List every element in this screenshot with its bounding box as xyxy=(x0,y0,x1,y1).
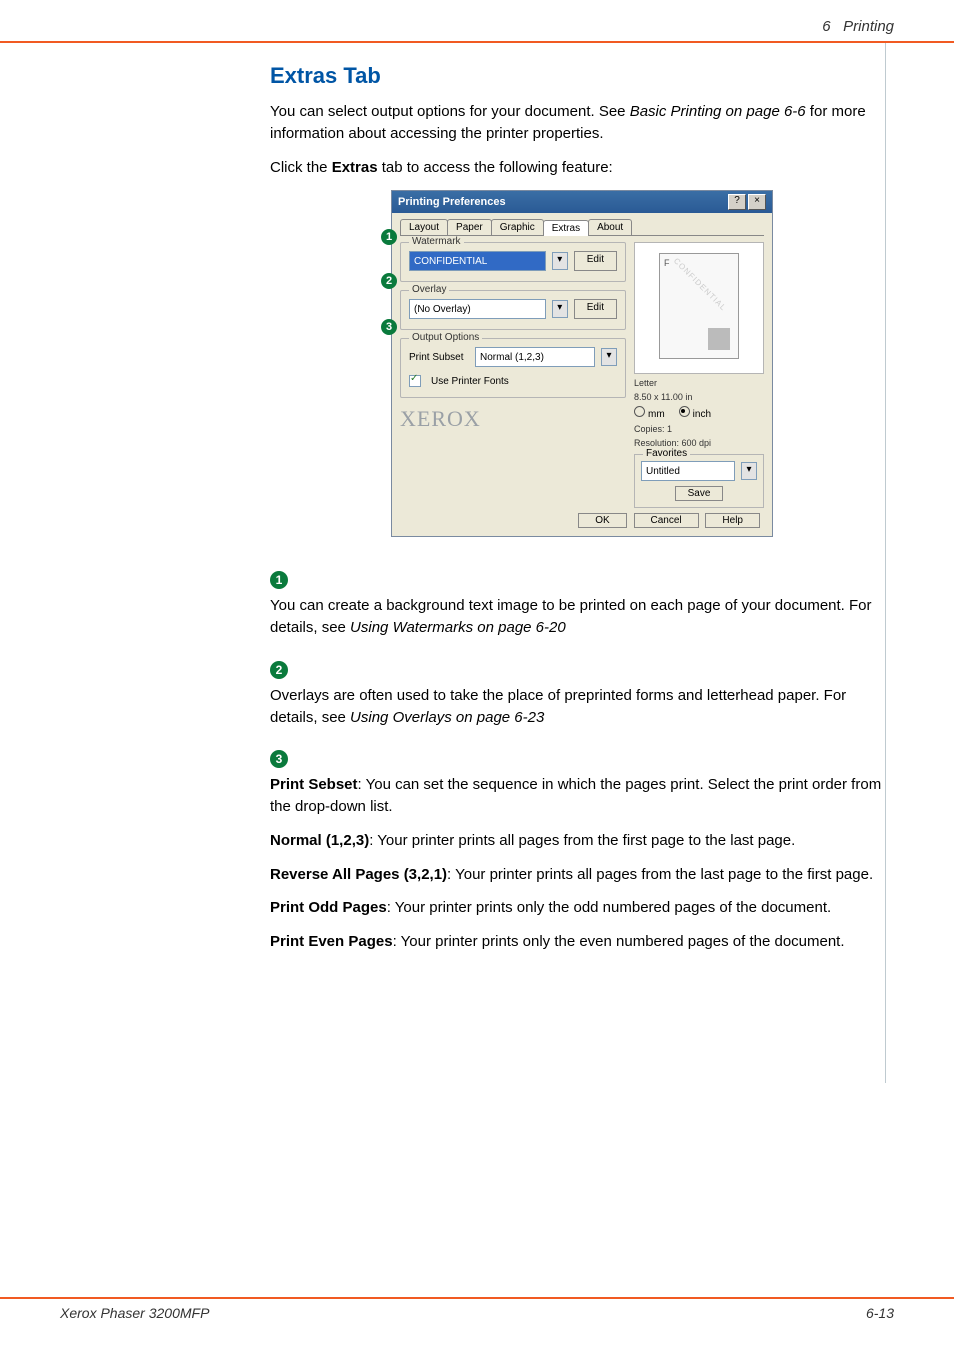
page-header: 6 Printing xyxy=(0,0,954,43)
unit-inch-radio[interactable] xyxy=(679,406,690,417)
section-heading: Extras Tab xyxy=(270,63,894,89)
chapter-title: Printing xyxy=(843,18,894,35)
resolution-info: Resolution: 600 dpi xyxy=(634,438,764,448)
chevron-down-icon[interactable]: ▾ xyxy=(741,462,757,480)
paper-name: Letter xyxy=(634,378,764,388)
sec3-p3: Reverse All Pages (3,2,1): Your printer … xyxy=(270,864,894,886)
watermark-edit-button[interactable]: Edit xyxy=(574,251,617,271)
sec3-p4: Print Odd Pages: Your printer prints onl… xyxy=(270,897,894,919)
click-pre: Click the xyxy=(270,159,332,176)
overlay-value: (No Overlay) xyxy=(414,304,471,315)
overlay-label: Overlay xyxy=(409,284,449,295)
sec3-p5-bold: Print Even Pages xyxy=(270,933,393,950)
ok-button[interactable]: OK xyxy=(578,513,626,528)
chevron-down-icon[interactable]: ▾ xyxy=(601,348,617,366)
sec3-p5: Print Even Pages: Your printer prints on… xyxy=(270,931,894,953)
section-badge-2: 2 xyxy=(270,661,288,679)
watermark-label: Watermark xyxy=(409,236,464,247)
dialog-title: Printing Preferences xyxy=(398,196,726,208)
chevron-down-icon[interactable]: ▾ xyxy=(552,252,568,270)
section-badge-1: 1 xyxy=(270,571,288,589)
sec2-link: Using Overlays on page 6-23 xyxy=(350,709,544,726)
watermark-value: CONFIDENTIAL xyxy=(414,256,487,267)
click-line: Click the Extras tab to access the follo… xyxy=(270,157,894,179)
chevron-down-icon[interactable]: ▾ xyxy=(552,300,568,318)
overlay-select[interactable]: (No Overlay) xyxy=(409,299,546,319)
favorites-save-button[interactable]: Save xyxy=(675,486,724,501)
help-button[interactable]: Help xyxy=(705,513,760,528)
tab-extras[interactable]: Extras xyxy=(543,220,589,236)
tab-paper[interactable]: Paper xyxy=(447,219,492,235)
sec3-p4-rest: : Your printer prints only the odd numbe… xyxy=(387,899,831,916)
sec3-p5-rest: : Your printer prints only the even numb… xyxy=(393,933,845,950)
print-preferences-dialog: 1 2 3 Printing Preferences ? × Layout Pa… xyxy=(391,190,773,537)
overlay-edit-button[interactable]: Edit xyxy=(574,299,617,319)
vertical-rule xyxy=(885,43,886,1083)
sec3-p4-bold: Print Odd Pages xyxy=(270,899,387,916)
print-subset-label: Print Subset xyxy=(409,352,469,363)
unit-mm-radio[interactable] xyxy=(634,406,645,417)
chapter-number: 6 xyxy=(822,18,830,35)
print-subset-value: Normal (1,2,3) xyxy=(480,352,544,363)
output-group: Output Options Print Subset Normal (1,2,… xyxy=(400,338,626,398)
paper-dim: 8.50 x 11.00 in xyxy=(634,392,764,402)
sec3-p1-rest: : You can set the sequence in which the … xyxy=(270,776,881,815)
section-2-para: Overlays are often used to take the plac… xyxy=(270,685,894,729)
sec3-p3-rest: : Your printer prints all pages from the… xyxy=(447,866,873,883)
use-printer-fonts-label: Use Printer Fonts xyxy=(431,376,509,387)
overlay-group: Overlay (No Overlay) ▾ Edit xyxy=(400,290,626,330)
copies-info: Copies: 1 xyxy=(634,424,764,434)
sec3-p3-bold: Reverse All Pages (3,2,1) xyxy=(270,866,447,883)
xerox-brand: XEROX xyxy=(400,406,626,432)
dialog-titlebar: Printing Preferences ? × xyxy=(392,191,772,213)
page-preview: F CONFIDENTIAL xyxy=(634,242,764,374)
tab-about[interactable]: About xyxy=(588,219,632,235)
tab-graphic[interactable]: Graphic xyxy=(491,219,544,235)
footer-product: Xerox Phaser 3200MFP xyxy=(60,1305,209,1321)
tab-strip: Layout Paper Graphic Extras About xyxy=(400,219,764,236)
output-label: Output Options xyxy=(409,332,482,343)
help-button[interactable]: ? xyxy=(728,194,746,210)
unit-radios: mm inch xyxy=(634,406,764,420)
click-post: tab to access the following feature: xyxy=(378,159,613,176)
tab-layout[interactable]: Layout xyxy=(400,219,448,235)
footer-page: 6-13 xyxy=(866,1305,894,1321)
favorites-select[interactable]: Untitled xyxy=(641,461,735,481)
preview-watermark: CONFIDENTIAL xyxy=(667,252,733,318)
unit-inch-label: inch xyxy=(693,409,711,420)
intro-link: Basic Printing on page 6-6 xyxy=(630,103,806,120)
intro-text: You can select output options for your d… xyxy=(270,103,630,120)
favorites-group: Favorites Untitled ▾ Save xyxy=(634,454,764,508)
favorites-value: Untitled xyxy=(646,466,680,477)
sec3-p2-rest: : Your printer prints all pages from the… xyxy=(369,832,795,849)
use-printer-fonts-checkbox[interactable] xyxy=(409,375,421,387)
sec3-p1: Print Sebset: You can set the sequence i… xyxy=(270,774,894,818)
print-subset-select[interactable]: Normal (1,2,3) xyxy=(475,347,595,367)
preview-block xyxy=(708,328,730,350)
intro-paragraph: You can select output options for your d… xyxy=(270,101,894,145)
close-button[interactable]: × xyxy=(748,194,766,210)
watermark-group: Watermark CONFIDENTIAL ▾ Edit xyxy=(400,242,626,282)
sec3-p2: Normal (1,2,3): Your printer prints all … xyxy=(270,830,894,852)
sec3-p1-bold: Print Sebset xyxy=(270,776,358,793)
unit-mm-label: mm xyxy=(648,409,665,420)
watermark-select[interactable]: CONFIDENTIAL xyxy=(409,251,546,271)
sec3-p2-bold: Normal (1,2,3) xyxy=(270,832,369,849)
section-badge-3: 3 xyxy=(270,750,288,768)
page-footer: Xerox Phaser 3200MFP 6-13 xyxy=(0,1297,954,1321)
favorites-label: Favorites xyxy=(643,448,690,459)
sec1-link: Using Watermarks on page 6-20 xyxy=(350,619,566,636)
cancel-button[interactable]: Cancel xyxy=(634,513,699,528)
dialog-footer: OK Cancel Help xyxy=(400,508,764,530)
section-1-para: You can create a background text image t… xyxy=(270,595,894,639)
click-bold: Extras xyxy=(332,159,378,176)
